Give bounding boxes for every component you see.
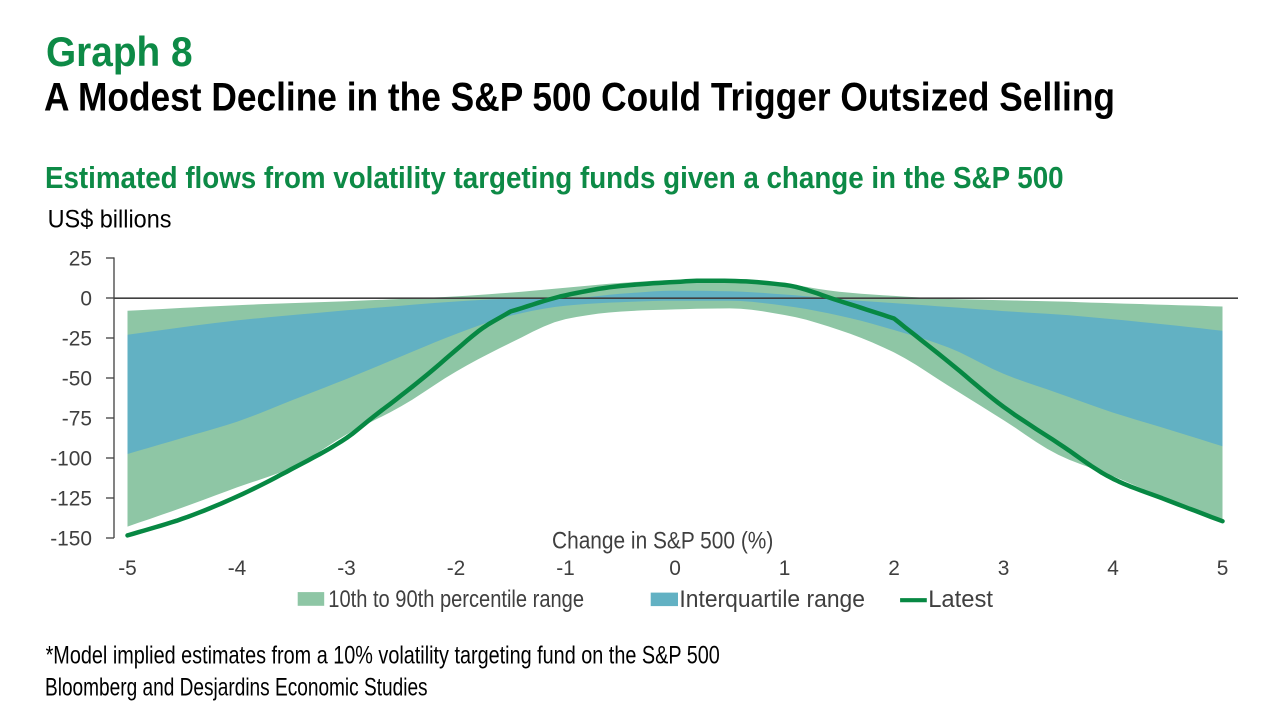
svg-text:3: 3 [998,557,1010,580]
svg-text:-25: -25 [62,327,92,350]
svg-text:-3: -3 [337,557,356,580]
svg-text:Interquartile range: Interquartile range [679,586,865,613]
svg-text:1: 1 [779,557,791,580]
svg-text:0: 0 [669,557,681,580]
svg-text:0: 0 [80,287,92,310]
svg-text:US$ billions: US$ billions [48,205,172,233]
svg-text:*Model implied estimates from: *Model implied estimates from a 10% vola… [46,642,720,670]
svg-text:-5: -5 [118,557,137,580]
svg-text:4: 4 [1107,557,1119,580]
svg-text:10th to 90th percentile range: 10th to 90th percentile range [328,586,584,613]
svg-text:Latest: Latest [928,586,993,613]
svg-text:-75: -75 [62,407,92,430]
svg-text:Bloomberg and Desjardins Econo: Bloomberg and Desjardins Economic Studie… [45,674,428,702]
svg-text:Estimated flows from volatilit: Estimated flows from volatility targetin… [45,160,1064,195]
svg-text:5: 5 [1217,557,1229,580]
svg-text:-50: -50 [62,367,92,390]
svg-text:Change in S&P 500 (%): Change in S&P 500 (%) [552,527,773,554]
svg-text:-2: -2 [447,557,466,580]
svg-text:-125: -125 [50,487,92,510]
svg-text:-150: -150 [50,527,92,550]
svg-text:A Modest Decline in the S&P 50: A Modest Decline in the S&P 500 Could Tr… [44,75,1115,119]
svg-text:-4: -4 [228,557,247,580]
svg-text:2: 2 [888,557,900,580]
svg-text:Graph 8: Graph 8 [46,29,193,75]
svg-text:-100: -100 [50,447,92,470]
svg-text:-1: -1 [556,557,575,580]
svg-text:25: 25 [69,247,92,270]
